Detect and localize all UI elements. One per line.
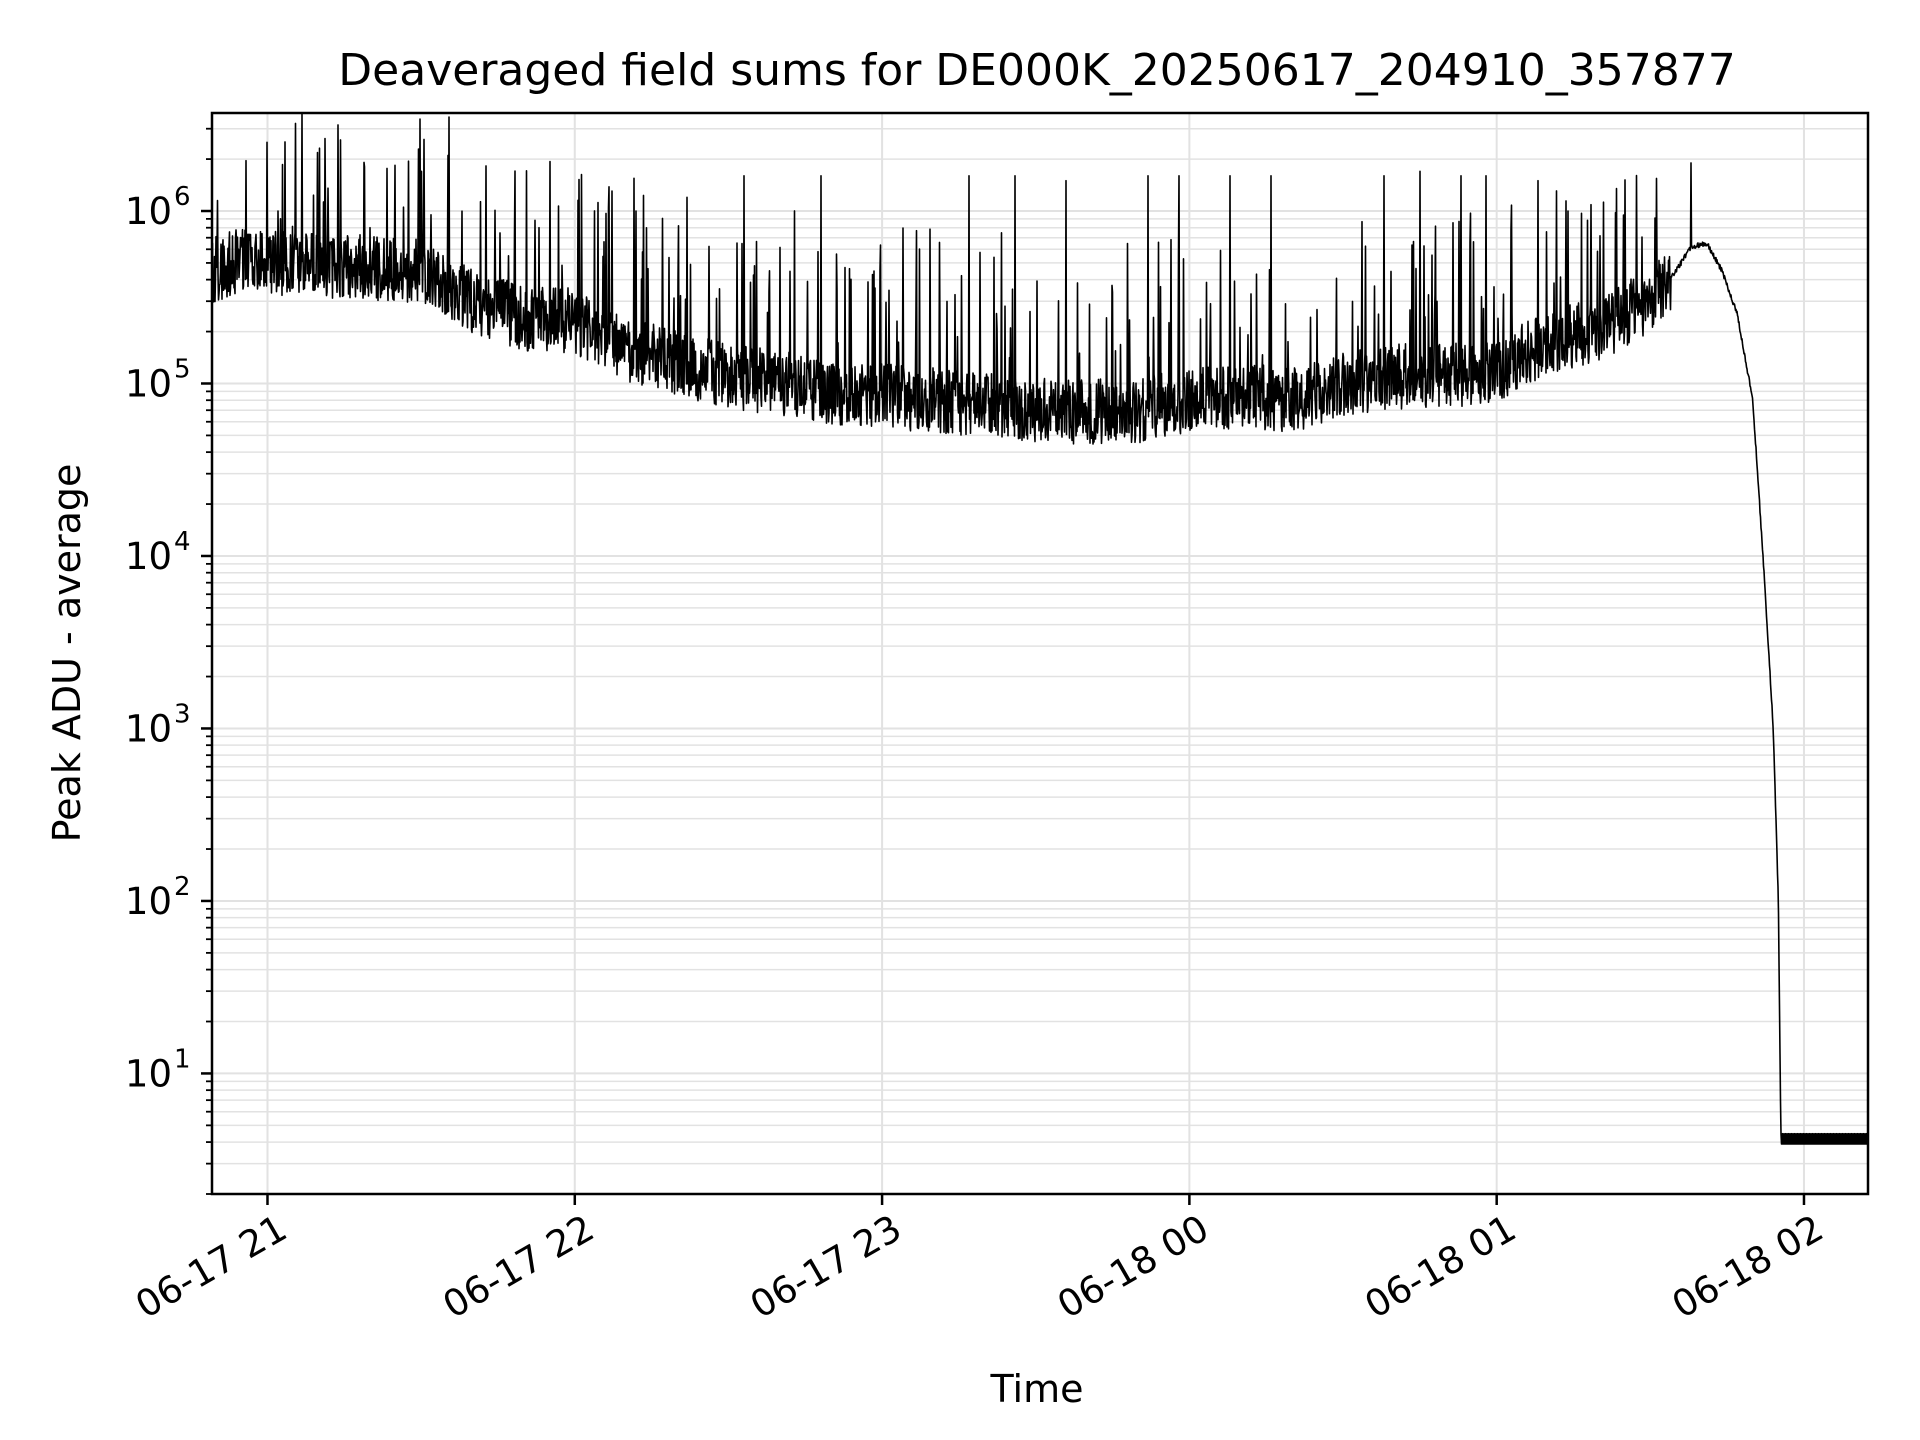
y-tick-label: 10 [125, 190, 172, 233]
y-tick-exponent: 1 [174, 1044, 191, 1074]
y-tick-label: 10 [125, 362, 172, 405]
y-axis-label: Peak ADU - average [45, 464, 89, 843]
x-axis-label: Time [990, 1367, 1084, 1411]
series-line [211, 112, 1869, 1145]
y-tick-exponent: 2 [174, 872, 191, 902]
series-layer [211, 112, 1869, 1145]
y-tick-label: 10 [125, 707, 172, 750]
y-tick-exponent: 6 [174, 182, 191, 212]
y-tick-exponent: 4 [174, 527, 191, 557]
plot-frame [210, 111, 1870, 1196]
y-tick-label: 10 [125, 535, 172, 578]
grid [212, 113, 1868, 1195]
y-tick-label: 10 [125, 1052, 172, 1095]
chart-title: Deaveraged field sums for DE000K_2025061… [338, 45, 1735, 96]
y-tick-exponent: 5 [174, 354, 191, 384]
y-tick-exponent: 3 [174, 699, 191, 729]
y-tick-label: 10 [125, 880, 172, 923]
